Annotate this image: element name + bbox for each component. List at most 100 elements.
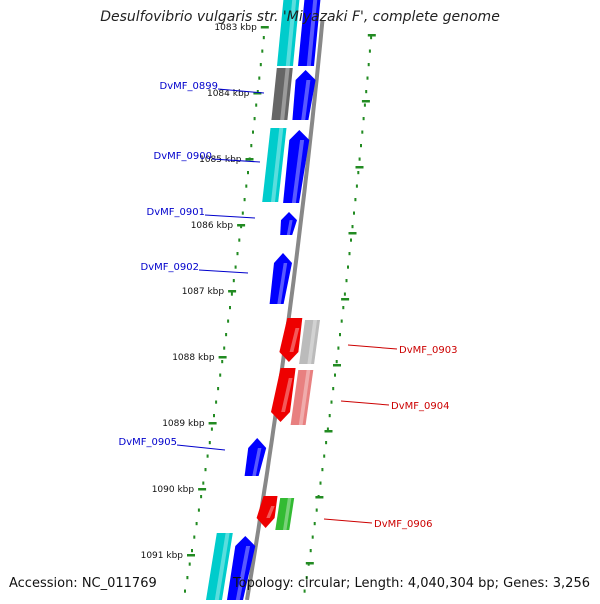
- scale-tick: [195, 522, 198, 526]
- scale-tick: [370, 36, 373, 40]
- gene-label-leader: [340, 400, 390, 406]
- scale-label: 1090 kbp: [152, 485, 195, 495]
- cds-pink-block: [290, 370, 314, 425]
- scale-tick: [206, 454, 209, 458]
- scale-tick: [230, 292, 233, 296]
- scale-tick: [328, 414, 331, 418]
- scale-tick: [197, 508, 200, 512]
- scale-tick: [241, 211, 244, 215]
- scale-tick: [221, 360, 224, 364]
- cds-red-arrow: [279, 318, 303, 362]
- cds-blue-arrow: [280, 212, 297, 235]
- scale-tick: [362, 117, 365, 121]
- scale-tick: [258, 76, 261, 80]
- scale-tick: [236, 252, 239, 256]
- cds-cyan-block: [206, 533, 233, 600]
- cds-red-arrow: [271, 368, 296, 422]
- scale-tick: [256, 90, 259, 94]
- scale-tick: [339, 333, 341, 337]
- scale-tick: [345, 279, 348, 283]
- gene-label-dvmf_0905: DvMF_0905: [119, 437, 177, 448]
- scale-tick: [305, 576, 308, 580]
- scale-tick: [193, 535, 196, 539]
- gene-label-leader: [347, 344, 398, 350]
- scale-tick: [217, 387, 220, 391]
- scale-tick: [330, 400, 333, 404]
- scale-tick: [262, 36, 265, 40]
- scale-tick: [319, 481, 322, 485]
- scale-tick: [351, 225, 354, 229]
- scale-major-tick: [355, 166, 364, 169]
- scale-tick: [321, 468, 324, 472]
- scale-tick: [223, 346, 226, 350]
- scale-label: 1089 kbp: [162, 419, 205, 429]
- scale-tick: [250, 144, 253, 148]
- scale-tick: [353, 211, 355, 215]
- scale-major-tick: [218, 356, 227, 359]
- scale-tick: [361, 130, 364, 134]
- scale-tick: [332, 387, 335, 391]
- scale-tick: [343, 292, 346, 296]
- scale-major-tick: [260, 26, 269, 29]
- scale-tick: [342, 306, 345, 310]
- cds-red-arrow: [256, 496, 278, 528]
- scale-tick: [191, 549, 193, 553]
- scale-tick: [326, 427, 329, 431]
- scale-label: 1087 kbp: [182, 287, 225, 297]
- scale-tick: [325, 441, 328, 445]
- scale-tick: [350, 238, 352, 242]
- cds-blue-arrow: [292, 70, 316, 120]
- scale-tick: [186, 576, 189, 580]
- scale-tick: [234, 265, 237, 269]
- scale-tick: [219, 373, 222, 377]
- scale-tick: [334, 373, 336, 377]
- scale-tick: [340, 319, 343, 323]
- scale-tick: [252, 130, 254, 134]
- scale-tick: [261, 49, 264, 53]
- cds-blue-arrow: [244, 438, 267, 476]
- scale-tick: [255, 103, 258, 107]
- scale-major-tick: [315, 496, 324, 499]
- scale-tick: [368, 49, 371, 53]
- accession-text: Accession: NC_011769: [9, 576, 157, 591]
- gene-label-dvmf_0904: DvMF_0904: [391, 401, 449, 412]
- map-title: Desulfovibrio vulgaris str. 'Miyazaki F'…: [100, 9, 500, 25]
- gene-label-dvmf_0899: DvMF_0899: [160, 81, 218, 92]
- gene-label-dvmf_0903: DvMF_0903: [399, 345, 457, 356]
- scale-tick: [337, 346, 340, 350]
- scale-label: 1086 kbp: [191, 221, 234, 231]
- scale-tick: [303, 589, 306, 593]
- scale-major-tick: [361, 100, 370, 103]
- scale-tick: [232, 279, 235, 283]
- scale-major-tick: [348, 232, 357, 235]
- cds-blue-block: [298, 0, 321, 66]
- scale-tick: [367, 63, 370, 67]
- scale-tick: [365, 90, 368, 94]
- scale-major-tick: [208, 422, 217, 425]
- scale-tick: [335, 360, 338, 364]
- scale-major-tick: [198, 488, 207, 491]
- gene-label-dvmf_0901: DvMF_0901: [147, 207, 205, 218]
- scale-tick: [247, 171, 249, 175]
- scale-major-tick: [324, 430, 333, 433]
- scale-tick: [355, 184, 358, 188]
- scale-major-tick: [253, 92, 262, 95]
- cds-cyan-block: [277, 0, 300, 66]
- scale-label: 1084 kbp: [207, 89, 250, 99]
- scale-major-tick: [333, 364, 341, 367]
- gene-label-leader: [323, 518, 373, 524]
- scale-tick: [245, 184, 248, 188]
- scale-major-tick: [305, 562, 314, 565]
- scale-tick: [227, 319, 230, 323]
- scale-tick: [202, 481, 205, 485]
- scale-tick: [347, 265, 349, 269]
- cds-cyan-block: [262, 128, 287, 202]
- scale-tick: [225, 333, 228, 337]
- scale-tick: [188, 562, 191, 566]
- scale-tick: [363, 103, 366, 107]
- scale-tick: [323, 454, 326, 458]
- gene-features: [206, 0, 321, 600]
- scale-tick: [243, 198, 246, 202]
